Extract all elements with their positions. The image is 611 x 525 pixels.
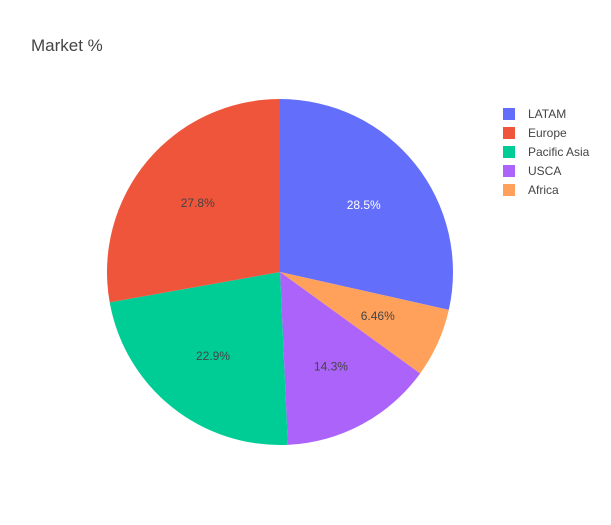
legend-label: Pacific Asia bbox=[528, 145, 590, 159]
legend-swatch bbox=[503, 127, 515, 139]
legend-label: Europe bbox=[528, 126, 567, 140]
pie-slice-africa[interactable] bbox=[280, 272, 449, 374]
pie-slice-labels: 28.5% 6.46% 14.3% 22.9% 27.8% bbox=[181, 196, 395, 373]
legend-item[interactable]: LATAM bbox=[503, 107, 566, 121]
pie-slices bbox=[107, 99, 453, 445]
legend-label: USCA bbox=[528, 164, 561, 178]
slice-value-label: 14.3% bbox=[314, 359, 348, 373]
legend-item[interactable]: Africa bbox=[503, 183, 559, 197]
pie-slice-europe[interactable] bbox=[107, 99, 280, 303]
legend-label: LATAM bbox=[528, 107, 566, 121]
pie-slice-pacific-asia[interactable] bbox=[109, 272, 288, 445]
legend-swatch bbox=[503, 108, 515, 120]
legend-swatch bbox=[503, 165, 515, 177]
legend-swatch bbox=[503, 184, 515, 196]
chart-title: Market % bbox=[31, 36, 103, 55]
legend-swatch bbox=[503, 146, 515, 158]
slice-value-label: 28.5% bbox=[347, 198, 381, 212]
legend: LATAM Europe Pacific Asia USCA Africa bbox=[503, 107, 590, 197]
pie-slice-latam[interactable] bbox=[280, 99, 453, 310]
pie-slice-usca[interactable] bbox=[280, 272, 421, 445]
legend-item[interactable]: USCA bbox=[503, 164, 561, 178]
slice-value-label: 6.46% bbox=[361, 309, 395, 323]
legend-item[interactable]: Pacific Asia bbox=[503, 145, 590, 159]
slice-value-label: 27.8% bbox=[181, 196, 215, 210]
legend-label: Africa bbox=[528, 183, 559, 197]
slice-value-label: 22.9% bbox=[196, 349, 230, 363]
legend-item[interactable]: Europe bbox=[503, 126, 567, 140]
